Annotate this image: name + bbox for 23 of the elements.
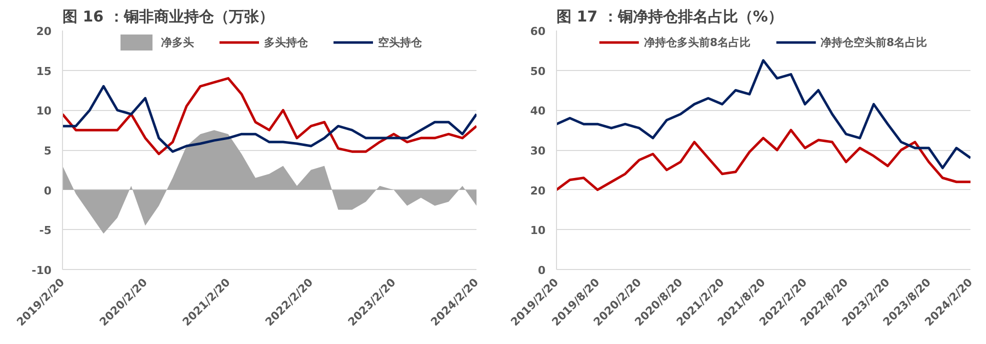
y-tick-label: 20	[530, 184, 546, 198]
y-tick-label: 0	[44, 184, 52, 198]
legend-label: 多头持仓	[264, 34, 308, 50]
chart-title: 图 16 ：铜非商业持仓（万张）	[62, 8, 274, 26]
y-tick-label: 40	[530, 104, 546, 118]
legend-label: 净多头	[161, 34, 194, 50]
line-series	[556, 59, 970, 170]
y-tick-label: 50	[530, 64, 546, 78]
y-tick-label: 5	[44, 144, 52, 158]
legend-label: 净持仓空头前8名占比	[820, 34, 928, 50]
y-tick-label: 15	[36, 64, 52, 78]
y-tick-label: 0	[538, 264, 546, 277]
y-tick-label: 20	[36, 25, 52, 38]
chart-title: 图 17 ：铜净持仓排名占比（%）	[556, 8, 783, 26]
legend-label: 空头持仓	[378, 34, 422, 50]
line-series	[556, 128, 970, 192]
y-tick-label: -10	[32, 264, 52, 277]
y-tick-label: -5	[39, 224, 52, 238]
y-tick-label: 10	[36, 104, 52, 118]
y-tick-label: 60	[530, 25, 546, 38]
legend-label: 净持仓多头前8名占比	[644, 34, 750, 50]
y-tick-label: 30	[530, 144, 546, 158]
y-tick-label: 10	[530, 224, 546, 238]
